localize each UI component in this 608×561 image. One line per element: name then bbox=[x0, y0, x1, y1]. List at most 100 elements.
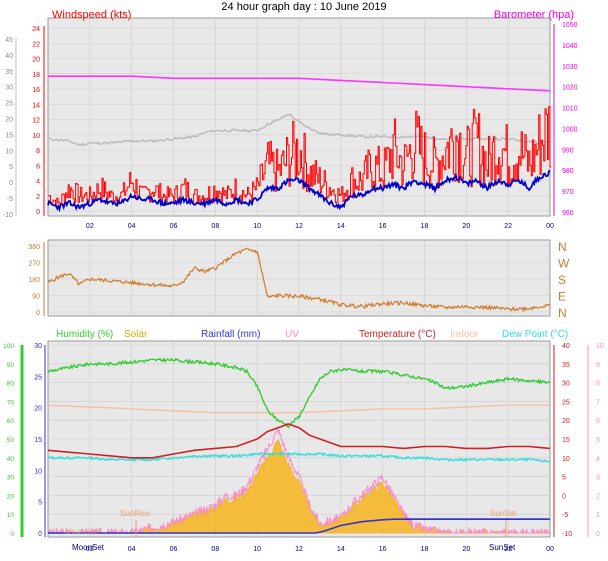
tick-label-hour: 14 bbox=[337, 546, 345, 553]
wind-grid bbox=[48, 18, 550, 216]
legend-label: Humidity (%) bbox=[56, 329, 113, 340]
tick-label-hour: 00 bbox=[546, 546, 554, 553]
legend-label: Dew Point (°C) bbox=[502, 329, 568, 340]
tick-label-kts: 2 bbox=[36, 194, 40, 201]
tick-label-compass: N bbox=[558, 306, 567, 320]
tick-label-compass: S bbox=[558, 273, 566, 287]
tick-label-temperature: 30 bbox=[562, 381, 570, 388]
tick-label-humidity: 100 bbox=[3, 343, 14, 350]
legend-label: Temperature (°C) bbox=[359, 329, 436, 340]
tick-label-temperature: 5 bbox=[562, 475, 566, 482]
tick-label-outer: 30 bbox=[5, 85, 13, 92]
tick-label-uv: 7 bbox=[596, 399, 600, 406]
tick-label-humidity: 30 bbox=[7, 475, 15, 482]
tick-label-kts: 4 bbox=[36, 179, 40, 186]
tick-label-hour: 16 bbox=[379, 546, 387, 553]
tick-label-outer: 40 bbox=[5, 53, 13, 60]
tick-label-temperature: 15 bbox=[562, 437, 570, 444]
tick-label-kts: 16 bbox=[32, 87, 40, 94]
tick-label-hpa: 1020 bbox=[562, 85, 578, 92]
series-line-temperature bbox=[47, 423, 551, 459]
tick-label-hpa: 1010 bbox=[562, 106, 578, 113]
tick-label-hour: 18 bbox=[421, 223, 429, 230]
tick-label-hour: 20 bbox=[462, 223, 470, 230]
tick-label-uv: 9 bbox=[596, 362, 600, 369]
tick-label-rain: 20 bbox=[34, 406, 42, 413]
series-line-wind-direction bbox=[47, 247, 551, 312]
tick-label-uv: 8 bbox=[596, 381, 600, 388]
tick-label-hour: 10 bbox=[253, 546, 261, 553]
tick-label-hour: 02 bbox=[86, 546, 94, 553]
tick-label-hour: 12 bbox=[295, 223, 303, 230]
legend-label: UV bbox=[285, 329, 299, 340]
tick-label-outer: 15 bbox=[5, 132, 13, 139]
tick-label-kts: 0 bbox=[36, 209, 40, 216]
tick-label-temperature: 0 bbox=[562, 493, 566, 500]
tick-label-rain: 25 bbox=[34, 374, 42, 381]
tick-label-kts: 20 bbox=[32, 57, 40, 64]
tick-label-hpa: 970 bbox=[562, 189, 574, 196]
tick-label-uv: 0 bbox=[596, 531, 600, 538]
tick-label-uv: 4 bbox=[596, 456, 600, 463]
series-line-gust bbox=[47, 113, 551, 147]
tick-label-hour: 04 bbox=[128, 546, 136, 553]
tick-label-hpa: 960 bbox=[562, 210, 574, 217]
tick-label-hour: 12 bbox=[295, 546, 303, 553]
page-title: 24 hour graph day : 10 June 2019 bbox=[221, 1, 386, 13]
tick-label-hour: 04 bbox=[128, 223, 136, 230]
tick-label-hpa: 1030 bbox=[562, 64, 578, 71]
tick-label-humidity: 20 bbox=[7, 493, 15, 500]
tick-label-outer: 25 bbox=[5, 101, 13, 108]
tick-label-outer: 45 bbox=[5, 37, 13, 44]
tick-label-uv: 5 bbox=[596, 437, 600, 444]
tick-label-uv: 3 bbox=[596, 475, 600, 482]
series-line-indoor bbox=[47, 404, 550, 414]
legend-label: Indoor bbox=[450, 329, 479, 340]
tick-label-hour: 08 bbox=[211, 546, 219, 553]
series-line-windspeed bbox=[48, 106, 552, 207]
legend-label: Solar bbox=[124, 329, 148, 340]
tick-label-rain: 10 bbox=[34, 468, 42, 475]
annotation-label: MoonSet bbox=[72, 543, 105, 552]
tick-label-hpa: 980 bbox=[562, 168, 574, 175]
tick-label-uv: 10 bbox=[596, 343, 604, 350]
tick-label-hour: 14 bbox=[337, 223, 345, 230]
axis-label-windspeed: Windspeed (kts) bbox=[52, 9, 131, 21]
tick-label-temperature: 40 bbox=[562, 343, 570, 350]
series-line-wind-average bbox=[47, 169, 551, 213]
tick-label-temperature: -5 bbox=[562, 512, 568, 519]
tick-label-outer: 35 bbox=[5, 69, 13, 76]
tick-label-hpa: 1000 bbox=[562, 126, 578, 133]
tick-label-rain: 30 bbox=[34, 343, 42, 350]
tick-label-kts: 8 bbox=[36, 148, 40, 155]
series-line-rainfall bbox=[48, 518, 550, 534]
tick-label-compass: E bbox=[558, 290, 566, 304]
tick-label-humidity: 90 bbox=[7, 362, 15, 369]
tick-label-humidity: 40 bbox=[7, 456, 15, 463]
tick-label-hour: 06 bbox=[170, 223, 178, 230]
tick-label-rain: 15 bbox=[34, 437, 42, 444]
series-line-humidity bbox=[47, 357, 551, 429]
tick-label-degrees: 180 bbox=[28, 277, 40, 284]
tick-label-outer: 0 bbox=[9, 180, 13, 187]
tick-label-kts: 10 bbox=[32, 133, 40, 140]
series-line-barometer bbox=[48, 75, 551, 92]
tick-label-compass: N bbox=[558, 240, 567, 254]
tick-label-kts: 18 bbox=[32, 72, 40, 79]
tick-label-hour: 08 bbox=[211, 223, 219, 230]
tick-label-outer: -10 bbox=[3, 212, 13, 219]
direction-grid bbox=[48, 240, 550, 316]
tick-label-humidity: 70 bbox=[7, 399, 15, 406]
tick-label-rain: 0 bbox=[38, 531, 42, 538]
tick-label-kts: 6 bbox=[36, 163, 40, 170]
tick-label-humidity: 10 bbox=[7, 512, 15, 519]
tick-label-uv: 6 bbox=[596, 418, 600, 425]
tick-label-hour: 06 bbox=[170, 546, 178, 553]
tick-label-rain: 5 bbox=[38, 500, 42, 507]
annotation-label: SunRise bbox=[120, 509, 151, 518]
tick-label-uv: 2 bbox=[596, 493, 600, 500]
tick-label-compass: W bbox=[558, 257, 570, 271]
tick-label-uv: 1 bbox=[596, 512, 600, 519]
tick-label-degrees: 90 bbox=[32, 294, 40, 301]
